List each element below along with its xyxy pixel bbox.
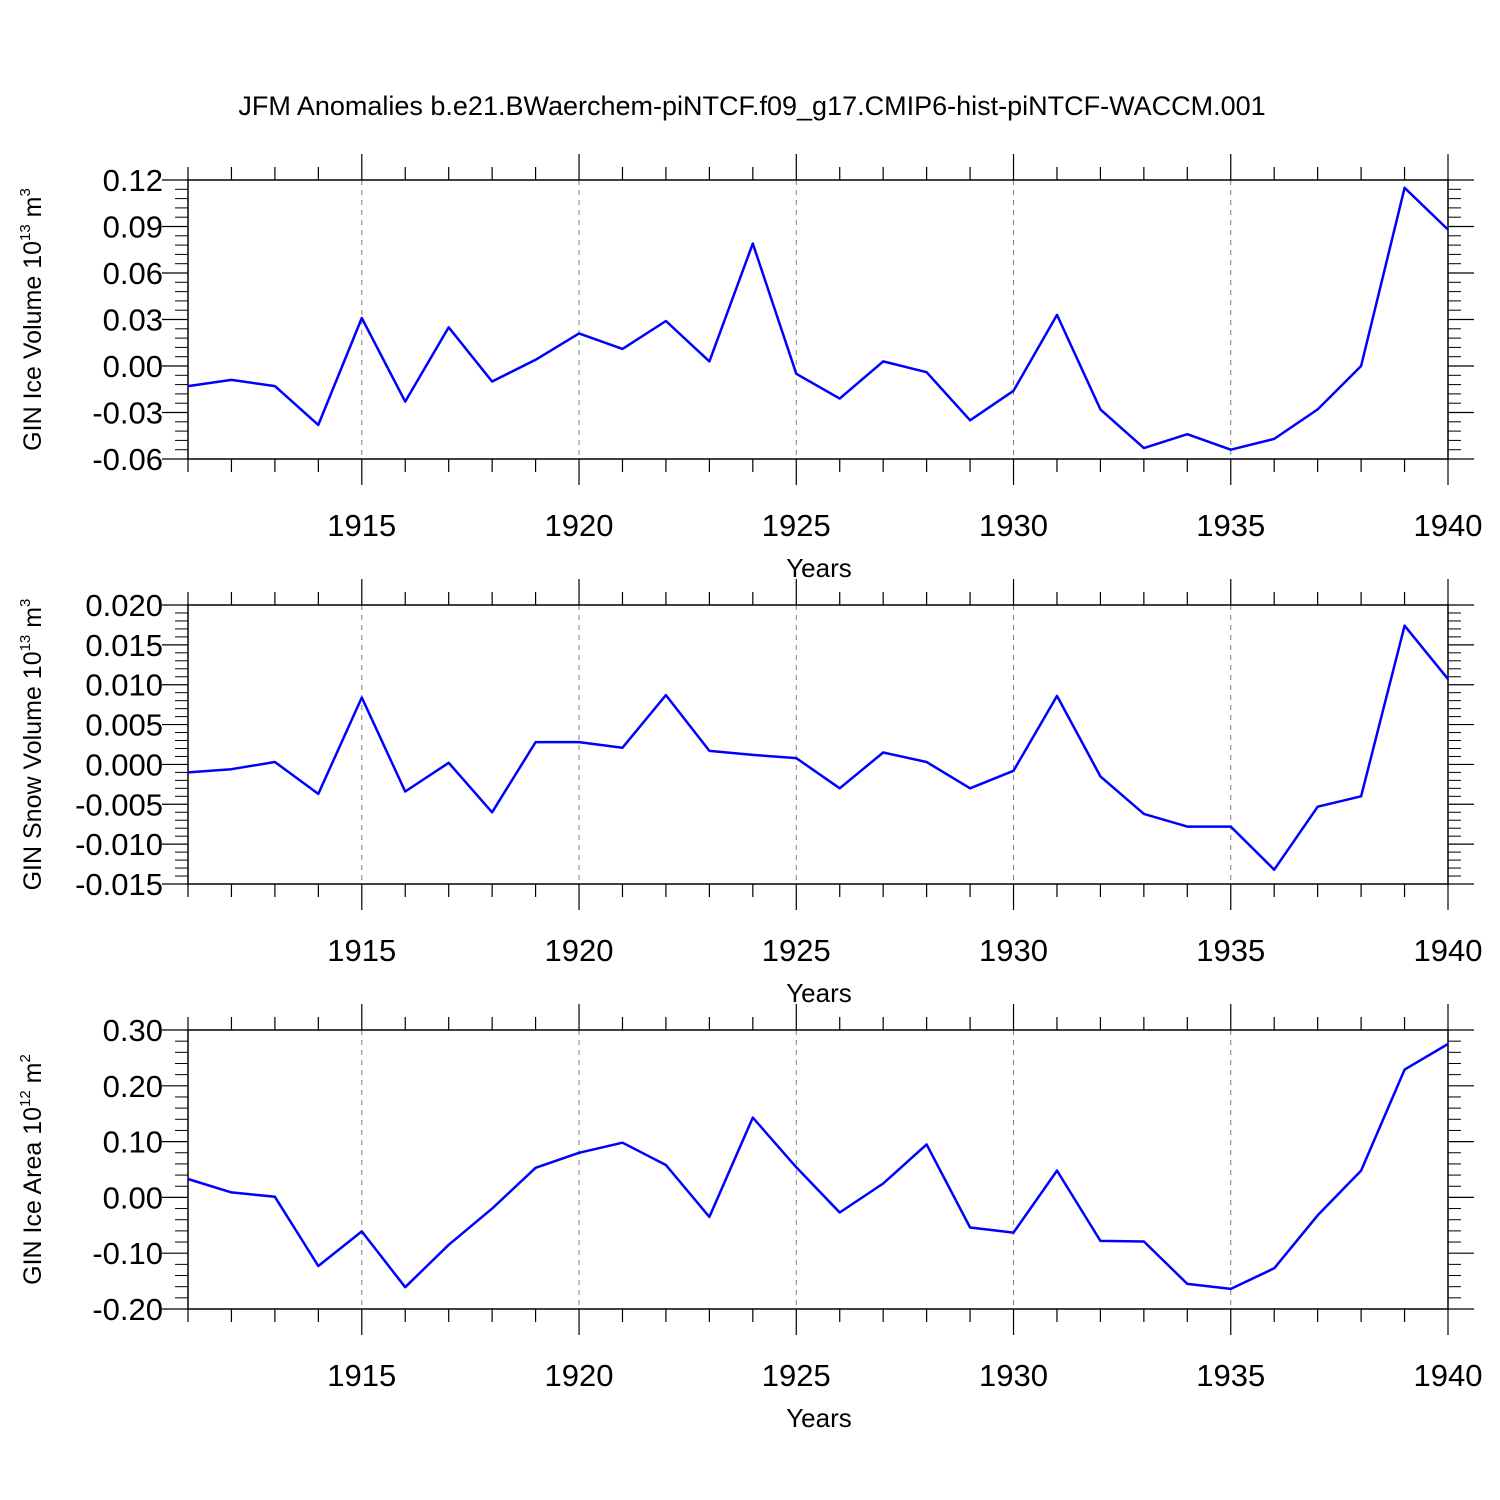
y-tick-label: -0.10 xyxy=(92,1236,163,1271)
panel-2: -0.015 -0.010 -0.005 0.000 0.005 0.010 0.015 0.… xyxy=(17,579,1482,1008)
y-tick-label: 0.000 xyxy=(85,747,163,782)
y-tick-label: 0.12 xyxy=(103,163,163,198)
series-line xyxy=(187,186,1449,451)
y-axis-label-exp: 13 xyxy=(17,635,34,652)
y-axis-label-text: GIN Ice Volume 10 xyxy=(19,241,47,451)
y-axis-label-exp: 12 xyxy=(17,1090,34,1107)
x-tick-label: 1925 xyxy=(762,1358,831,1393)
plot-frame xyxy=(187,1029,1449,1310)
y-axis-label: GIN Snow Volume 1013 m3 xyxy=(17,599,47,891)
x-tick-label: 1920 xyxy=(545,508,614,543)
x-tick-label: 1940 xyxy=(1414,933,1483,968)
chart-title: JFM Anomalies b.e21.BWaerchem-piNTCF.f09… xyxy=(238,91,1265,121)
series-line xyxy=(187,624,1449,871)
y-axis-label-text: GIN Ice Area 10 xyxy=(19,1107,47,1285)
x-tick-label: 1935 xyxy=(1196,933,1265,968)
y-tick-label: 0.015 xyxy=(85,628,163,663)
x-tick-label: 1915 xyxy=(327,508,396,543)
y-tick-label: 0.10 xyxy=(103,1125,163,1160)
y-axis-label-unit: m xyxy=(19,1063,47,1091)
y-axis-label-unit: m xyxy=(19,607,47,635)
x-tick-label: 1920 xyxy=(545,1358,614,1393)
x-tick-label: 1930 xyxy=(979,933,1048,968)
x-tick-label: 1935 xyxy=(1196,508,1265,543)
y-axis-label-unit-exp: 3 xyxy=(17,188,34,196)
y-axis-label-exp: 13 xyxy=(17,224,34,241)
y-tick-label: -0.20 xyxy=(92,1292,163,1327)
y-tick-label: 0.20 xyxy=(103,1069,163,1104)
y-tick-label: -0.010 xyxy=(75,827,163,862)
x-tick-label: 1925 xyxy=(762,508,831,543)
panel-1: -0.06 -0.03 0.00 0.03 0.06 0.09 0.12 1915 1920 19… xyxy=(17,154,1482,583)
y-tick-label: 0.03 xyxy=(103,303,163,338)
y-tick-label: 0.09 xyxy=(103,210,163,245)
x-axis-label: Years xyxy=(786,978,852,1008)
y-tick-label: -0.06 xyxy=(92,442,163,477)
x-tick-label: 1940 xyxy=(1414,1358,1483,1393)
y-tick-label: 0.020 xyxy=(85,588,163,623)
panel-3: -0.20 -0.10 0.00 0.10 0.20 0.30 1915 1920 1925 19… xyxy=(17,1004,1482,1433)
y-tick-label: 0.30 xyxy=(103,1013,163,1048)
y-axis-label-unit-exp: 2 xyxy=(17,1054,34,1062)
y-axis-label: GIN Ice Area 1012 m2 xyxy=(17,1054,47,1285)
y-axis-label-unit: m xyxy=(19,197,47,225)
y-axis-label: GIN Ice Volume 1013 m3 xyxy=(17,188,47,451)
series-line xyxy=(187,1042,1449,1291)
y-tick-label: -0.015 xyxy=(75,867,163,902)
y-tick-label: 0.00 xyxy=(103,349,163,384)
y-tick-label: 0.06 xyxy=(103,256,163,291)
x-tick-label: 1935 xyxy=(1196,1358,1265,1393)
y-tick-label: -0.005 xyxy=(75,787,163,822)
y-axis-label-unit-exp: 3 xyxy=(17,599,34,607)
x-tick-label: 1940 xyxy=(1414,508,1483,543)
x-axis-label: Years xyxy=(786,553,852,583)
y-tick-label: -0.03 xyxy=(92,396,163,431)
x-tick-label: 1925 xyxy=(762,933,831,968)
x-tick-label: 1915 xyxy=(327,1358,396,1393)
x-tick-label: 1915 xyxy=(327,933,396,968)
x-tick-label: 1920 xyxy=(545,933,614,968)
x-tick-label: 1930 xyxy=(979,1358,1048,1393)
y-axis-label-text: GIN Snow Volume 10 xyxy=(19,651,47,890)
panels: -0.06 -0.03 0.00 0.03 0.06 0.09 0.12 1915 1920 19… xyxy=(17,154,1482,1433)
x-tick-label: 1930 xyxy=(979,508,1048,543)
plot-frame xyxy=(187,179,1449,460)
plot-frame xyxy=(187,604,1449,885)
y-tick-label: 0.010 xyxy=(85,668,163,703)
y-tick-label: 0.005 xyxy=(85,708,163,743)
y-tick-label: 0.00 xyxy=(103,1180,163,1215)
x-axis-label: Years xyxy=(786,1403,852,1433)
